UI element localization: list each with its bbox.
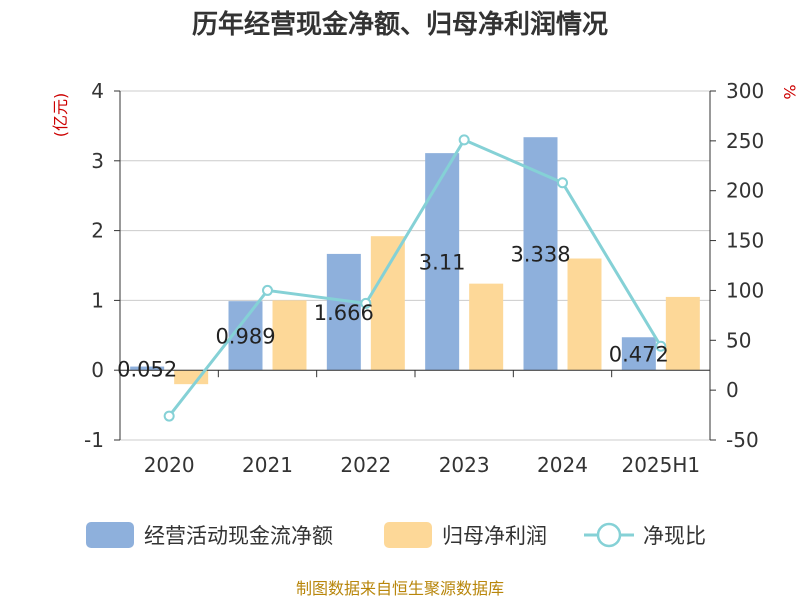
left-axis-unit: (亿元): [51, 93, 70, 138]
x-tick-label: 2023: [439, 453, 490, 477]
right-tick-label: -50: [726, 428, 759, 452]
legend-swatch-operating-cashflow: [86, 522, 134, 548]
x-tick-label: 2024: [537, 453, 588, 477]
bar-net-profit: [174, 370, 209, 385]
axes: -1 0 1 2 3 4 -50 0 50 100 150 200 250 300 2020 2021 2022…: [51, 79, 799, 477]
data-labels: 0.052 0.989 1.666 3.11 3.338 0.472: [117, 243, 669, 382]
legend-label: 净现比: [643, 524, 706, 548]
data-label: 3.338: [510, 243, 570, 267]
ratio-line: [163, 134, 667, 422]
x-tick-label: 2021: [242, 453, 293, 477]
ratio-point: [655, 340, 667, 352]
x-tick-label: 2020: [144, 453, 195, 477]
x-tick-label: 2022: [340, 453, 391, 477]
right-tick-label: 250: [726, 129, 764, 153]
right-tick-label: 200: [726, 179, 764, 203]
bar-operating-cashflow: [130, 366, 165, 371]
legend: 经营活动现金流净额 归母净利润 净现比: [86, 522, 706, 548]
right-tick-label: 100: [726, 278, 764, 302]
data-label: 1.666: [314, 301, 374, 325]
left-tick-label: 2: [91, 219, 104, 243]
ratio-point: [557, 177, 568, 189]
bar-net-profit: [469, 283, 504, 371]
ratio-point: [458, 134, 470, 146]
data-label: 0.472: [609, 343, 669, 367]
bar-net-profit: [665, 296, 700, 371]
bar-operating-cashflow: [326, 253, 361, 371]
bar-operating-cashflow: [425, 153, 460, 371]
bar-operating-cashflow: [523, 137, 558, 371]
right-axis-unit: %: [780, 84, 799, 99]
bars: [130, 137, 700, 385]
left-tick-label: -1: [84, 428, 104, 452]
ratio-line-path: [167, 137, 663, 417]
ratio-point: [360, 297, 372, 309]
right-tick-label: 0: [726, 378, 739, 402]
bar-operating-cashflow: [621, 337, 656, 371]
legend-label: 经营活动现金流净额: [144, 524, 333, 548]
data-label: 3.11: [419, 251, 466, 275]
ratio-point: [262, 284, 273, 296]
source-note: 制图数据来自恒生聚源数据库: [296, 579, 504, 598]
left-tick-label: 1: [91, 288, 104, 312]
legend-swatch-net-profit: [384, 522, 432, 548]
bar-net-profit: [567, 258, 602, 371]
legend-label: 归母净利润: [442, 524, 547, 548]
bar-operating-cashflow: [228, 301, 263, 371]
legend-swatch-ratio-marker: [596, 522, 622, 548]
right-tick-label: 300: [726, 79, 764, 103]
data-label: 0.989: [215, 325, 275, 349]
right-tick-label: 150: [726, 229, 764, 253]
left-tick-label: 4: [91, 79, 104, 103]
left-tick-label: 3: [91, 149, 104, 173]
left-tick-label: 0: [91, 358, 104, 382]
data-label: 0.052: [117, 357, 177, 381]
chart-title: 历年经营现金净额、归母净利润情况: [192, 9, 608, 40]
grid: [120, 90, 710, 441]
ratio-point: [163, 410, 175, 422]
bar-net-profit: [370, 236, 405, 371]
bar-net-profit: [272, 300, 307, 371]
x-tick-label: 2025H1: [621, 453, 700, 477]
right-tick-label: 50: [726, 328, 751, 352]
